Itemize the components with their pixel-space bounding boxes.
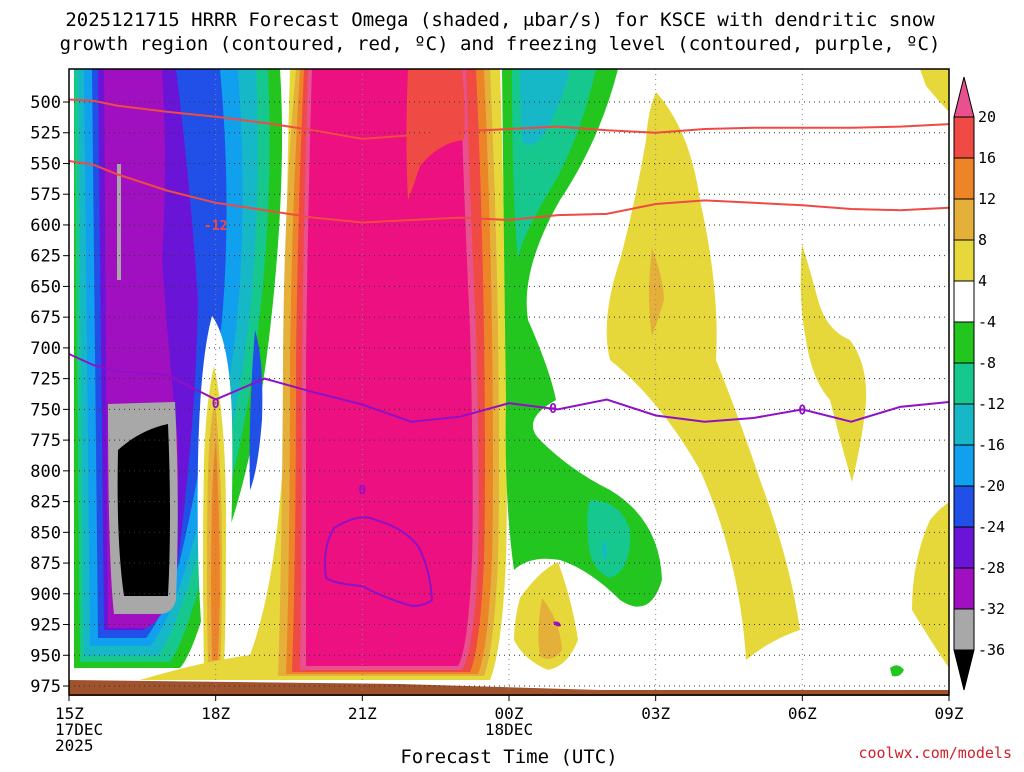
x-tick-label: 18DEC [485,720,533,739]
y-tick-label: 500 [30,93,61,113]
colorbar-label: -36 [978,641,1005,659]
colorbar-label: 16 [978,149,996,167]
omega-band-teal-lower [587,500,631,578]
omega-shading [69,69,949,696]
y-tick-label: 650 [30,277,61,297]
colorbar-label: 12 [978,190,996,208]
y-tick-label: 750 [30,400,61,420]
colorbar-label: -8 [978,354,996,372]
y-tick-label: 625 [30,247,61,267]
contour-labels: -12 0 0 0 0 [204,219,806,498]
x-tick-label: 21Z [348,704,377,723]
contour-label: 0 [212,397,220,412]
y-tick-label: 525 [30,124,61,144]
plot-area: -12 0 0 0 0 [68,68,950,696]
colorbar-label: -12 [978,395,1005,413]
colorbar-label: -4 [978,313,996,331]
colorbar-label: -20 [978,477,1005,495]
contour-label: 0 [549,402,557,417]
contour-lines [68,98,950,423]
omega-sink-gold-lower [538,598,562,659]
y-tick-label: 600 [30,216,61,236]
contour-label: -12 [204,219,227,234]
x-tick-label: 03Z [641,704,670,723]
omega-band-cyan-mid [520,69,570,145]
y-tick-label: 975 [30,677,61,697]
x-tick-label: 18Z [201,704,230,723]
colorbar-label: -16 [978,436,1005,454]
x-tick-label: 15Z [55,704,84,723]
y-tick-label: 900 [30,585,61,605]
chart-title-line-2: growth region (contoured, red, ºC) and f… [60,33,941,55]
y-tick-label: 825 [30,493,61,513]
y-tick-label: 700 [30,339,61,359]
y-tick-label: 775 [30,431,61,451]
omega-sink-yellow-edge [912,502,949,668]
omega-sink-red-pocket [406,69,465,200]
x-axis-label: Forecast Time (UTC) [400,746,617,768]
x-tick-label: 2025 [55,736,94,755]
omega-sink-gold-right1 [649,248,664,336]
x-tick-label: 17DEC [55,720,103,739]
y-tick-label: 575 [30,185,61,205]
contour-line-2 [68,353,950,423]
gridlines [69,69,949,695]
y-axis: 500 525 550 575 600 625 650 675 700 725 750 775 800 8… [30,93,69,697]
contour-label: 0 [798,403,806,418]
omega-sink-yellow-topright [920,69,949,112]
chart-title-line-1: 2025121715 HRRR Forecast Omega (shaded, … [65,9,935,31]
y-tick-label: 725 [30,370,61,390]
colorbar-swatch [953,608,975,651]
colorbar-label: 20 [978,108,996,126]
contour-line-1 [68,160,950,224]
purple-loop-contour [324,516,434,608]
colorbar-label: -24 [978,518,1005,536]
colorbar-swatch [953,321,975,364]
omega-core-black-left [117,424,170,596]
omega-spot-green [890,665,904,677]
y-tick-label: 950 [30,646,61,666]
colorbar-swatch [953,485,975,528]
omega-sink-magenta-core [306,69,473,666]
colorbar-cap-bottom [953,649,975,691]
colorbar-swatch [953,444,975,487]
omega-sink-yellow-right2 [800,244,867,482]
x-tick-label: 06Z [788,704,817,723]
colorbar-swatch [953,526,975,569]
omega-streak-gray-left [117,164,121,280]
colorbar-swatch [953,280,975,323]
colorbar-label: -28 [978,559,1005,577]
contour-line-0 [68,98,950,140]
y-tick-label: 875 [30,554,61,574]
colorbar-label: -32 [978,600,1005,618]
colorbar-swatch [953,403,975,446]
colorbar-swatch [953,157,975,200]
colorbar-label: 8 [978,231,987,249]
y-tick-label: 800 [30,462,61,482]
colorbar-label: 4 [978,272,987,290]
terrain-band [69,680,949,696]
contour-label: 0 [358,483,366,498]
credit-text: coolwx.com/models [858,744,1012,762]
y-tick-label: 675 [30,308,61,328]
y-tick-label: 850 [30,523,61,543]
x-tick-label: 09Z [935,704,964,723]
colorbar: 20 16 12 8 4 -4 -8 -12 -16 -20 -24 -28 -32 -36 [953,76,1005,691]
y-tick-label: 550 [30,154,61,174]
colorbar-swatch [953,362,975,405]
x-tick-label: 00Z [495,704,524,723]
colorbar-swatch [953,198,975,241]
omega-spot-purple [553,621,561,627]
omega-blue-streak-mid [249,330,263,490]
omega-band-cyan-lower [602,540,607,560]
omega-sink-yellow-right1 [606,92,800,660]
colorbar-swatch [953,239,975,282]
y-tick-label: 925 [30,616,61,636]
colorbar-swatch [953,116,975,159]
colorbar-swatch [953,567,975,610]
